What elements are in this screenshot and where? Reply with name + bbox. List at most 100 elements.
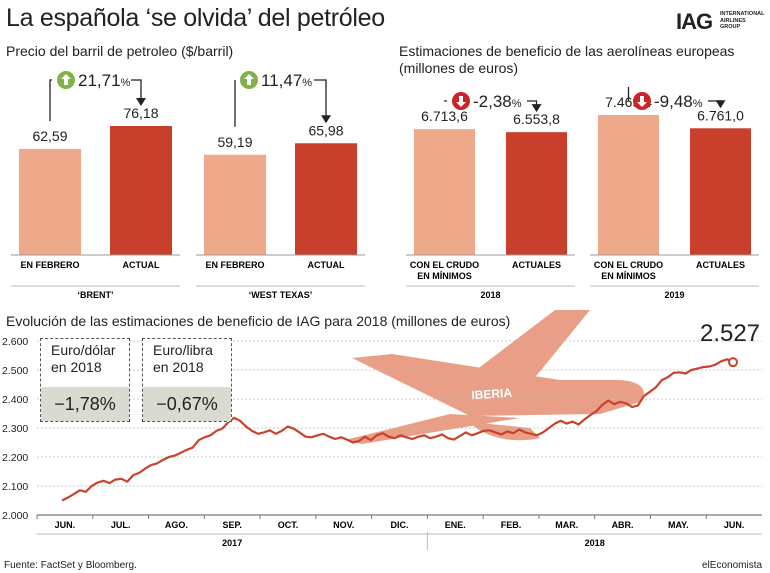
- category-label: EN FEBRERO: [205, 260, 264, 270]
- year-label: 2018: [585, 538, 605, 548]
- oil-bar-chart: 62,59 EN FEBRERO 76,18 ACTUAL ‘BRENT’ 21,71% 5…: [11, 71, 365, 300]
- bar: [506, 132, 567, 255]
- line-chart-title: Evolución de las estimaciones de benefic…: [6, 313, 511, 329]
- series-line: [61, 358, 734, 502]
- category-label: EN MÍNIMOS: [417, 271, 472, 281]
- category-label: ACTUALES: [512, 260, 561, 270]
- change-value: -9,48: [654, 92, 693, 111]
- x-tick-label: JUN.: [55, 520, 76, 530]
- bar-value-label: 62,59: [32, 128, 67, 144]
- change-bracket-right: [314, 79, 327, 118]
- logo-subtext: INTERNATIONAL AIRLINES GROUP: [720, 11, 765, 30]
- down-arrow-glyph: [456, 96, 466, 107]
- change-unit: %: [302, 77, 312, 89]
- bar-value-label: 6.713,6: [421, 108, 468, 124]
- down-arrow-glyph: [637, 96, 647, 107]
- iag-line-chart: IBERIA 2.000 2.100 2.200 2.300 2.400 2.500 2.60…: [2, 310, 762, 550]
- annotation-box-europound: Euro/libra en 2018 −0,67%: [142, 338, 232, 422]
- group-label: 2019: [664, 290, 684, 300]
- bar-value-label: 59,19: [217, 134, 252, 150]
- x-tick-label: NOV.: [333, 520, 354, 530]
- bar-value-label: 65,98: [308, 122, 343, 138]
- plane-livery-text: IBERIA: [471, 386, 513, 403]
- y-tick-label: 2.600: [2, 336, 28, 348]
- category-label: CON EL CRUDO: [410, 260, 479, 270]
- y-tick-label: 2.500: [2, 365, 28, 377]
- y-tick-label: 2.000: [2, 510, 28, 522]
- change-arrowhead: [715, 100, 726, 109]
- change-value: 11,47: [261, 71, 302, 90]
- iag-logo: IAG INTERNATIONAL AIRLINES GROUP: [676, 9, 764, 35]
- change-label: 21,71%: [78, 71, 131, 90]
- category-label: EN MÍNIMOS: [601, 271, 656, 281]
- bar-value-label: 6.761,0: [697, 107, 744, 123]
- annotation-label: Euro/libra en 2018: [153, 342, 213, 375]
- bar: [204, 154, 266, 255]
- bar: [598, 115, 659, 255]
- annotation-value: −0,67%: [143, 387, 231, 421]
- change-bracket-left: [627, 87, 630, 102]
- last-point-marker: [728, 357, 738, 368]
- change-label: 11,47%: [261, 71, 312, 90]
- plane-illustration: IBERIA: [345, 310, 644, 444]
- x-tick-label: ABR.: [612, 520, 634, 530]
- category-label: ACTUAL: [123, 260, 160, 270]
- annotation-box-eurodollar: Euro/dólar en 2018 −1,78%: [40, 338, 130, 422]
- x-tick-label: JUN.: [724, 520, 745, 530]
- change-value: -2,38: [473, 92, 512, 111]
- change-arrowhead: [136, 98, 146, 106]
- change-unit: %: [512, 98, 522, 110]
- group-label: 2018: [480, 290, 500, 300]
- x-tick-label: DIC.: [391, 520, 409, 530]
- page-title: La española ‘se olvida’ del petróleo: [6, 4, 385, 32]
- group-label: ‘WEST TEXAS’: [249, 290, 313, 300]
- bar-value-label: 6.553,8: [513, 111, 560, 127]
- year-label: 2017: [222, 538, 242, 548]
- change-unit: %: [121, 77, 131, 89]
- x-tick-label: ENE.: [445, 520, 466, 530]
- bar-value-label: 76,18: [123, 105, 158, 121]
- category-label: ACTUALES: [696, 260, 745, 270]
- change-unit: %: [693, 98, 703, 110]
- bar: [295, 143, 357, 255]
- plane-engine: [470, 422, 540, 441]
- change-arrowhead: [321, 115, 331, 124]
- up-arrow-glyph: [61, 74, 71, 85]
- oil-chart-title: Precio del barril de petroleo ($/barril): [6, 43, 234, 59]
- plane-wing-top: [455, 310, 590, 396]
- x-tick-label: MAR.: [555, 520, 578, 530]
- change-arrowhead: [531, 104, 542, 113]
- change-bracket-left: [49, 79, 52, 122]
- x-tick-label: AGO.: [165, 520, 188, 530]
- y-tick-label: 2.100: [2, 481, 28, 493]
- y-tick-label: 2.300: [2, 423, 28, 435]
- airline-chart-subtitle: (millones de euros): [399, 60, 519, 76]
- brand-label: elEconomista: [702, 560, 763, 571]
- x-tick-label: JUL.: [111, 520, 131, 530]
- logo-text: IAG: [676, 9, 713, 34]
- group-label: ‘BRENT’: [78, 290, 114, 300]
- bar: [110, 126, 172, 255]
- up-arrow-glyph: [244, 74, 254, 85]
- airline-chart-title: Estimaciones de beneficio de las aerolín…: [399, 43, 735, 59]
- x-tick-label: FEB.: [501, 520, 522, 530]
- x-tick-label: OCT.: [278, 520, 299, 530]
- y-tick-label: 2.400: [2, 394, 28, 406]
- category-label: CON EL CRUDO: [594, 260, 663, 270]
- last-value-label: 2.527: [700, 320, 760, 347]
- category-label: EN FEBRERO: [20, 260, 79, 270]
- change-bracket-right: [131, 79, 142, 100]
- change-label: -2,38%: [473, 92, 522, 111]
- x-tick-label: SEP.: [223, 520, 242, 530]
- bar: [690, 128, 751, 255]
- y-tick-label: 2.200: [2, 452, 28, 464]
- bar: [414, 129, 475, 255]
- change-label: -9,48%: [654, 92, 703, 111]
- change-value: 21,71: [78, 71, 121, 90]
- category-label: ACTUAL: [308, 260, 345, 270]
- plane-tail: [392, 362, 430, 382]
- annotation-value: −1,78%: [41, 387, 129, 421]
- annotation-label: Euro/dólar en 2018: [51, 342, 116, 375]
- source-note: Fuente: FactSet y Bloomberg.: [4, 560, 137, 571]
